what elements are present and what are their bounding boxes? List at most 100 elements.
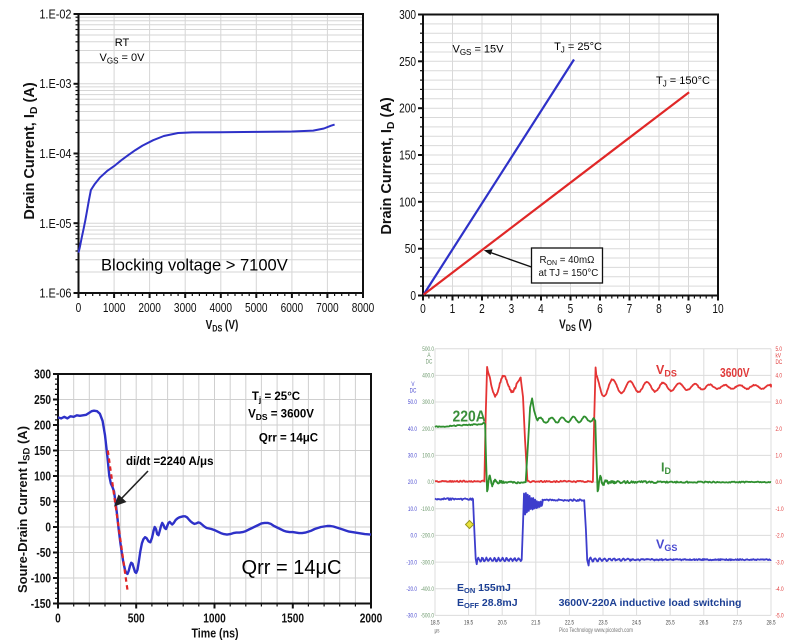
svg-text:μs: μs [434, 628, 439, 635]
svg-text:1.E-04: 1.E-04 [39, 146, 71, 161]
svg-text:400.0: 400.0 [422, 373, 434, 380]
svg-text:0: 0 [420, 302, 426, 316]
svg-text:26.5: 26.5 [699, 620, 708, 627]
svg-text:7000: 7000 [316, 301, 339, 315]
svg-text:2000: 2000 [360, 611, 383, 625]
svg-text:3.0: 3.0 [776, 400, 783, 407]
svg-text:1.E-06: 1.E-06 [39, 286, 71, 301]
svg-text:8000: 8000 [352, 301, 375, 315]
svg-text:-30.0: -30.0 [406, 613, 417, 620]
svg-text:0: 0 [45, 520, 51, 534]
svg-text:at TJ = 150°C: at TJ = 150°C [539, 268, 599, 279]
svg-text:27.5: 27.5 [733, 620, 742, 627]
svg-text:3: 3 [509, 302, 515, 316]
svg-text:-20.0: -20.0 [406, 586, 417, 593]
svg-text:1000: 1000 [103, 301, 126, 315]
svg-text:4: 4 [538, 302, 544, 316]
svg-text:VDS (V): VDS (V) [559, 319, 592, 334]
svg-text:10.0: 10.0 [408, 506, 417, 513]
svg-text:50: 50 [405, 242, 417, 256]
svg-text:RON = 40mΩ: RON = 40mΩ [540, 255, 595, 268]
svg-text:100: 100 [399, 195, 416, 209]
svg-text:20.0: 20.0 [408, 480, 417, 487]
svg-text:0.0: 0.0 [776, 480, 783, 487]
svg-text:500: 500 [128, 611, 145, 625]
svg-text:1000: 1000 [203, 611, 226, 625]
svg-text:-200.0: -200.0 [421, 533, 434, 540]
svg-text:Tj = 25°C: Tj = 25°C [252, 391, 300, 405]
svg-text:-2.0: -2.0 [776, 533, 784, 540]
svg-text:A: A [427, 353, 430, 360]
svg-text:2.0: 2.0 [776, 426, 783, 433]
svg-text:300.0: 300.0 [422, 400, 434, 407]
svg-text:EOFF 28.8mJ: EOFF 28.8mJ [457, 597, 518, 610]
svg-text:50.0: 50.0 [408, 400, 417, 407]
svg-text:Drain Current, ID (A): Drain Current, ID (A) [22, 82, 40, 219]
svg-text:-500.0: -500.0 [421, 613, 434, 620]
svg-text:0: 0 [410, 289, 416, 303]
svg-text:1.E-05: 1.E-05 [39, 216, 71, 231]
svg-text:-100: -100 [31, 571, 51, 585]
svg-text:200: 200 [399, 102, 416, 116]
svg-text:TJ = 25°C: TJ = 25°C [554, 41, 602, 55]
svg-text:di/dt =2240 A/μs: di/dt =2240 A/μs [126, 456, 213, 468]
svg-text:EON 155mJ: EON 155mJ [457, 582, 511, 595]
svg-text:3600V-220A inductive load swit: 3600V-220A inductive load switching [559, 597, 742, 609]
svg-text:-100.0: -100.0 [421, 506, 434, 513]
svg-text:9: 9 [686, 302, 692, 316]
svg-text:V: V [411, 382, 414, 389]
svg-text:-50: -50 [36, 546, 51, 560]
svg-text:18.5: 18.5 [430, 620, 439, 627]
svg-text:500.0: 500.0 [422, 346, 434, 353]
svg-text:3600V: 3600V [720, 367, 750, 380]
svg-text:0.0: 0.0 [427, 480, 434, 487]
svg-text:150: 150 [399, 148, 416, 162]
svg-text:0: 0 [55, 611, 61, 625]
svg-text:6: 6 [597, 302, 603, 316]
svg-text:250: 250 [34, 393, 51, 407]
svg-text:220A: 220A [453, 409, 487, 426]
svg-text:VGS = 0V: VGS = 0V [100, 52, 146, 66]
svg-text:Drain Current, ID (A): Drain Current, ID (A) [379, 97, 397, 234]
svg-text:-150: -150 [31, 597, 51, 611]
svg-text:7: 7 [627, 302, 633, 316]
svg-text:0.0: 0.0 [410, 533, 417, 540]
svg-text:28.5: 28.5 [766, 620, 775, 627]
svg-text:-3.0: -3.0 [776, 560, 784, 567]
svg-text:ID: ID [661, 461, 671, 477]
svg-text:5.0: 5.0 [776, 347, 783, 354]
svg-text:DC: DC [426, 359, 433, 366]
svg-text:10: 10 [712, 302, 724, 316]
svg-text:VDS = 3600V: VDS = 3600V [248, 409, 314, 423]
svg-text:1.E-02: 1.E-02 [39, 7, 71, 22]
svg-text:RT: RT [115, 37, 130, 49]
svg-text:VGS = 15V: VGS = 15V [452, 44, 504, 58]
svg-text:-400.0: -400.0 [421, 586, 434, 593]
svg-text:200: 200 [34, 418, 51, 432]
svg-text:Soure-Drain Current ISD (A): Soure-Drain Current ISD (A) [15, 426, 33, 593]
svg-text:40.0: 40.0 [408, 426, 417, 433]
svg-text:24.5: 24.5 [632, 620, 641, 627]
svg-text:-4.0: -4.0 [776, 586, 784, 593]
svg-text:100: 100 [34, 469, 51, 483]
svg-text:3000: 3000 [174, 301, 197, 315]
svg-text:5000: 5000 [245, 301, 268, 315]
svg-text:19.5: 19.5 [464, 620, 473, 627]
svg-text:Pico Technology www.picotech: Pico Technology www.picotech.com [559, 628, 633, 635]
svg-text:6000: 6000 [281, 301, 304, 315]
svg-text:250: 250 [399, 55, 416, 69]
svg-text:kV: kV [776, 353, 782, 360]
svg-text:TJ = 150°C: TJ = 150°C [656, 75, 710, 89]
svg-text:4.0: 4.0 [776, 373, 783, 380]
svg-text:-1.0: -1.0 [776, 506, 784, 513]
svg-text:21.5: 21.5 [531, 620, 540, 627]
svg-text:200.0: 200.0 [422, 426, 434, 433]
svg-text:0: 0 [76, 301, 82, 315]
svg-text:4000: 4000 [210, 301, 233, 315]
svg-text:300: 300 [34, 367, 51, 381]
svg-text:1500: 1500 [282, 611, 305, 625]
svg-text:VDS (V): VDS (V) [206, 319, 239, 334]
svg-text:1.0: 1.0 [776, 453, 783, 460]
svg-text:22.5: 22.5 [565, 620, 574, 627]
svg-text:-5.0: -5.0 [776, 613, 784, 620]
